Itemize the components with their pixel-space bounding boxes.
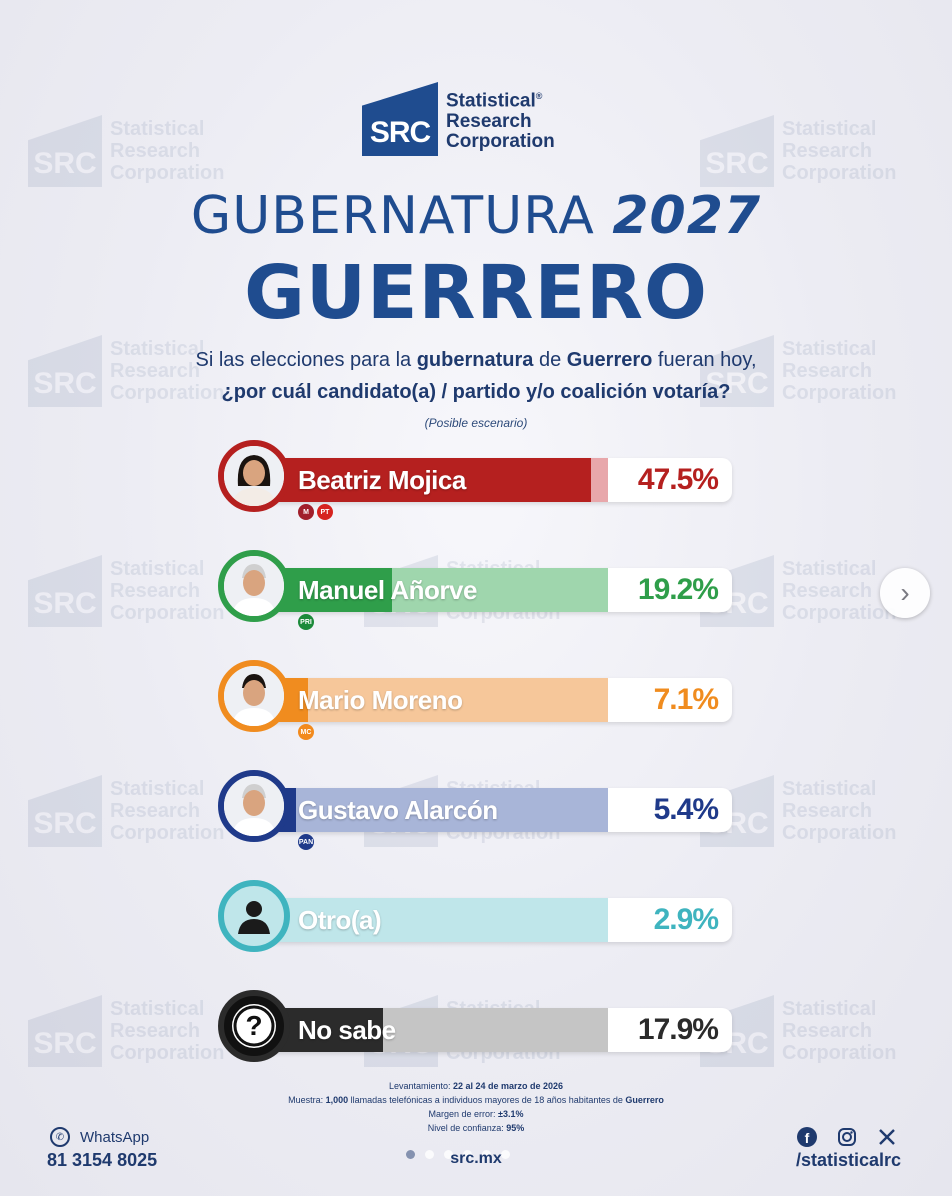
social-handle: /statisticalrc	[796, 1150, 902, 1170]
scenario-note: (Posible escenario)	[424, 416, 528, 430]
carousel-dot[interactable]	[482, 1150, 491, 1159]
party-logo-pan: PAN	[298, 834, 314, 850]
logo-line2: Research	[446, 110, 532, 132]
candidate-avatar	[218, 660, 290, 732]
candidate-name: Gustavo Alarcón	[298, 795, 498, 825]
party-logo-mc: MC	[298, 724, 314, 740]
candidate-avatar	[218, 880, 290, 952]
candidate-name: No sabe	[298, 1015, 396, 1045]
bar-value-label: 17.9%	[637, 1013, 719, 1046]
bar-track: 19.2%	[258, 568, 732, 612]
bar-background	[258, 898, 608, 942]
brand-logo: SRC Statistical® Research Corporation	[362, 82, 555, 156]
candidate-name: Beatriz Mojica	[298, 465, 466, 495]
survey-question: Si las elecciones para la gubernatura de…	[195, 349, 757, 403]
bar-value-label: 7.1%	[653, 683, 719, 716]
svg-text:f: f	[805, 1130, 810, 1146]
instagram-icon[interactable]	[836, 1126, 858, 1148]
logo-mark: SRC	[362, 82, 438, 156]
bar-value-label: 19.2%	[637, 573, 719, 606]
svg-text:?: ?	[245, 1010, 262, 1041]
portrait-icon	[224, 666, 284, 726]
candidate-name: Otro(a)	[298, 905, 382, 935]
bar-row: 7.1% Mario Moreno MC	[218, 660, 732, 740]
candidate-avatar	[218, 550, 290, 622]
state-title: GUERRERO	[244, 250, 708, 336]
candidate-avatar	[218, 440, 290, 512]
bar-row: 47.5% Beatriz Mojica M PT	[218, 440, 732, 520]
bar	[258, 458, 591, 502]
bar-track: 7.1%	[258, 678, 732, 722]
logo-line3: Corporation	[446, 130, 555, 152]
portrait-icon	[224, 556, 284, 616]
chevron-right-icon: ›	[900, 577, 910, 608]
page-title: GUBERNATURA 2027	[190, 186, 762, 246]
party-logo-pt: PT	[317, 504, 333, 520]
party-logo-morena: M	[298, 504, 314, 520]
bar-track: 5.4%	[258, 788, 732, 832]
bar-background	[258, 678, 608, 722]
portrait-icon	[224, 776, 284, 836]
bar-row: 2.9% Otro(a)	[218, 880, 732, 952]
facebook-icon[interactable]: f	[796, 1126, 818, 1148]
next-slide-button[interactable]: ›	[880, 568, 930, 618]
candidate-name: Manuel Añorve	[298, 575, 477, 605]
carousel-dot[interactable]	[406, 1150, 415, 1159]
phone-number: 81 3154 8025	[47, 1150, 158, 1170]
bar-row: 17.9% No sabe?	[218, 990, 732, 1062]
carousel-dot[interactable]	[501, 1150, 510, 1159]
question-mark-icon: ?	[232, 1004, 276, 1048]
candidate-avatar: ?	[218, 990, 290, 1062]
party-badges: M PT	[298, 504, 333, 520]
carousel-dot[interactable]	[444, 1150, 453, 1159]
logo-line1: Statistical®	[446, 90, 543, 112]
carousel-dot[interactable]	[463, 1150, 472, 1159]
bar-value-label: 2.9%	[653, 903, 719, 936]
candidate-avatar	[218, 770, 290, 842]
party-badges: PRI	[298, 614, 314, 630]
party-logo-pri: PRI	[298, 614, 314, 630]
carousel-dot[interactable]	[425, 1150, 434, 1159]
party-badges: PAN	[298, 834, 314, 850]
website-link[interactable]: src.mx	[450, 1150, 502, 1167]
whatsapp-link[interactable]: ✆ WhatsApp	[50, 1127, 149, 1147]
portrait-icon	[224, 446, 284, 506]
carousel-dots	[406, 1150, 510, 1159]
bar-background	[258, 788, 608, 832]
bar-row: 19.2% Manuel Añorve PRI	[218, 550, 732, 630]
bar-track: 47.5%	[258, 458, 732, 502]
bar-track: 17.9%	[258, 1008, 732, 1052]
bar-value-label: 47.5%	[637, 463, 719, 496]
social-links: f	[796, 1126, 898, 1148]
party-badges: MC	[298, 724, 314, 740]
bar-row: 5.4% Gustavo Alarcón PAN	[218, 770, 732, 850]
methodology: Levantamiento: 22 al 24 de marzo de 2026…	[288, 1081, 664, 1133]
whatsapp-icon: ✆	[50, 1127, 70, 1147]
x-icon[interactable]	[876, 1126, 898, 1148]
candidate-name: Mario Moreno	[298, 685, 463, 715]
bar-value-label: 5.4%	[653, 793, 719, 826]
person-silhouette-icon	[238, 901, 270, 934]
